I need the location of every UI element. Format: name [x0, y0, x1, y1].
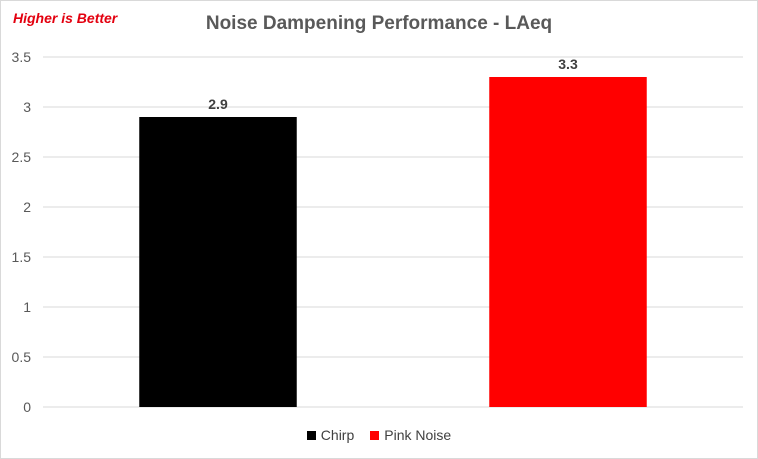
chart-title: Noise Dampening Performance - LAeq [205, 13, 553, 34]
legend-swatch-chirp [306, 430, 316, 440]
bar-chirp [139, 117, 297, 407]
y-tick-label: 1 [23, 299, 31, 315]
data-label-chirp: 2.9 [208, 96, 228, 112]
bar-pink-noise [489, 77, 647, 407]
y-tick-label: 3 [23, 99, 31, 115]
y-tick-label: 3.5 [12, 49, 32, 65]
legend-label-pink-noise: Pink Noise [384, 427, 452, 443]
legend-entry-pink-noise: Pink Noise [370, 427, 451, 443]
y-tick-label: 1.5 [12, 249, 32, 265]
higher-is-better-note: Higher is Better [13, 10, 118, 26]
y-axis-ticks: 0 0.5 1 1.5 2 2.5 3 3.5 [12, 49, 32, 415]
legend-entry-chirp: Chirp [306, 427, 355, 443]
y-tick-label: 0 [23, 399, 31, 415]
data-label-pink-noise: 3.3 [558, 56, 578, 72]
y-tick-label: 2 [23, 199, 31, 215]
legend-swatch-pink-noise [370, 430, 380, 440]
y-tick-label: 0.5 [12, 349, 32, 365]
legend: Chirp Pink Noise [1, 427, 757, 443]
data-labels: 2.9 3.3 [208, 56, 578, 112]
bars [139, 77, 647, 407]
legend-label-chirp: Chirp [320, 427, 355, 443]
y-tick-label: 2.5 [12, 149, 32, 165]
